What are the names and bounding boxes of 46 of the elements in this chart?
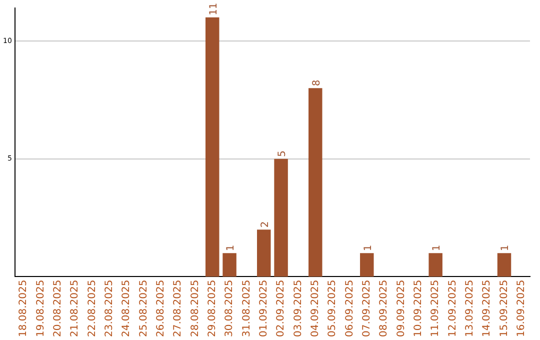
x-tick-label: 30.08.2025 [224,280,236,338]
x-tick-label: 28.08.2025 [190,280,201,338]
x-tick-label: 19.08.2025 [35,280,46,338]
x-tick-label: 14.09.2025 [482,280,493,338]
x-tick-label: 25.08.2025 [138,280,150,338]
x-tick-label: 15.09.2025 [498,280,510,338]
x-tick-label: 21.08.2025 [70,280,81,338]
x-tick-label: 07.09.2025 [361,280,372,338]
x-tick-label: 20.08.2025 [52,280,64,338]
x-tick-label: 23.08.2025 [104,280,115,338]
x-tick-label: 01.09.2025 [258,280,270,338]
data-label: 8 [311,80,322,86]
data-label: 5 [277,150,288,157]
bar [274,158,288,277]
data-label: 1 [362,244,374,252]
x-tick-label: 22.08.2025 [86,280,98,338]
data-label: 11 [208,2,220,16]
bar [222,253,236,277]
bar [205,17,220,277]
x-tick-label: 12.09.2025 [447,280,458,338]
x-tick-label: 03.09.2025 [292,280,304,338]
x-tick-label: 18.08.2025 [18,280,30,338]
x-tick-label: 26.08.2025 [155,280,166,338]
x-tick-label: 31.08.2025 [241,280,252,338]
data-label: 2 [260,221,271,228]
bar [257,230,271,277]
x-tick-label: 05.09.2025 [327,280,338,338]
x-tick-label: 09.09.2025 [396,280,407,338]
x-tick-label: 29.08.2025 [206,280,218,338]
x-tick-label: 02.09.2025 [276,280,287,338]
data-label: 1 [432,244,443,252]
x-tick-label: 06.09.2025 [344,280,356,338]
x-tick-label: 13.09.2025 [464,280,476,338]
x-tick-label: 08.09.2025 [378,280,390,338]
x-tick-label: 04.09.2025 [310,280,321,338]
x-tick-label: 27.08.2025 [172,280,184,338]
data-label: 1 [226,244,237,252]
x-tick-label: 16.09.2025 [516,280,528,338]
bar [497,253,512,277]
x-tick-label: 10.09.2025 [412,280,424,338]
x-tick-label: 11.09.2025 [430,280,442,338]
data-label: 1 [500,244,512,252]
bar [428,253,442,277]
bar [360,253,374,277]
x-tick-label: 24.08.2025 [121,280,132,338]
bar [308,88,322,277]
